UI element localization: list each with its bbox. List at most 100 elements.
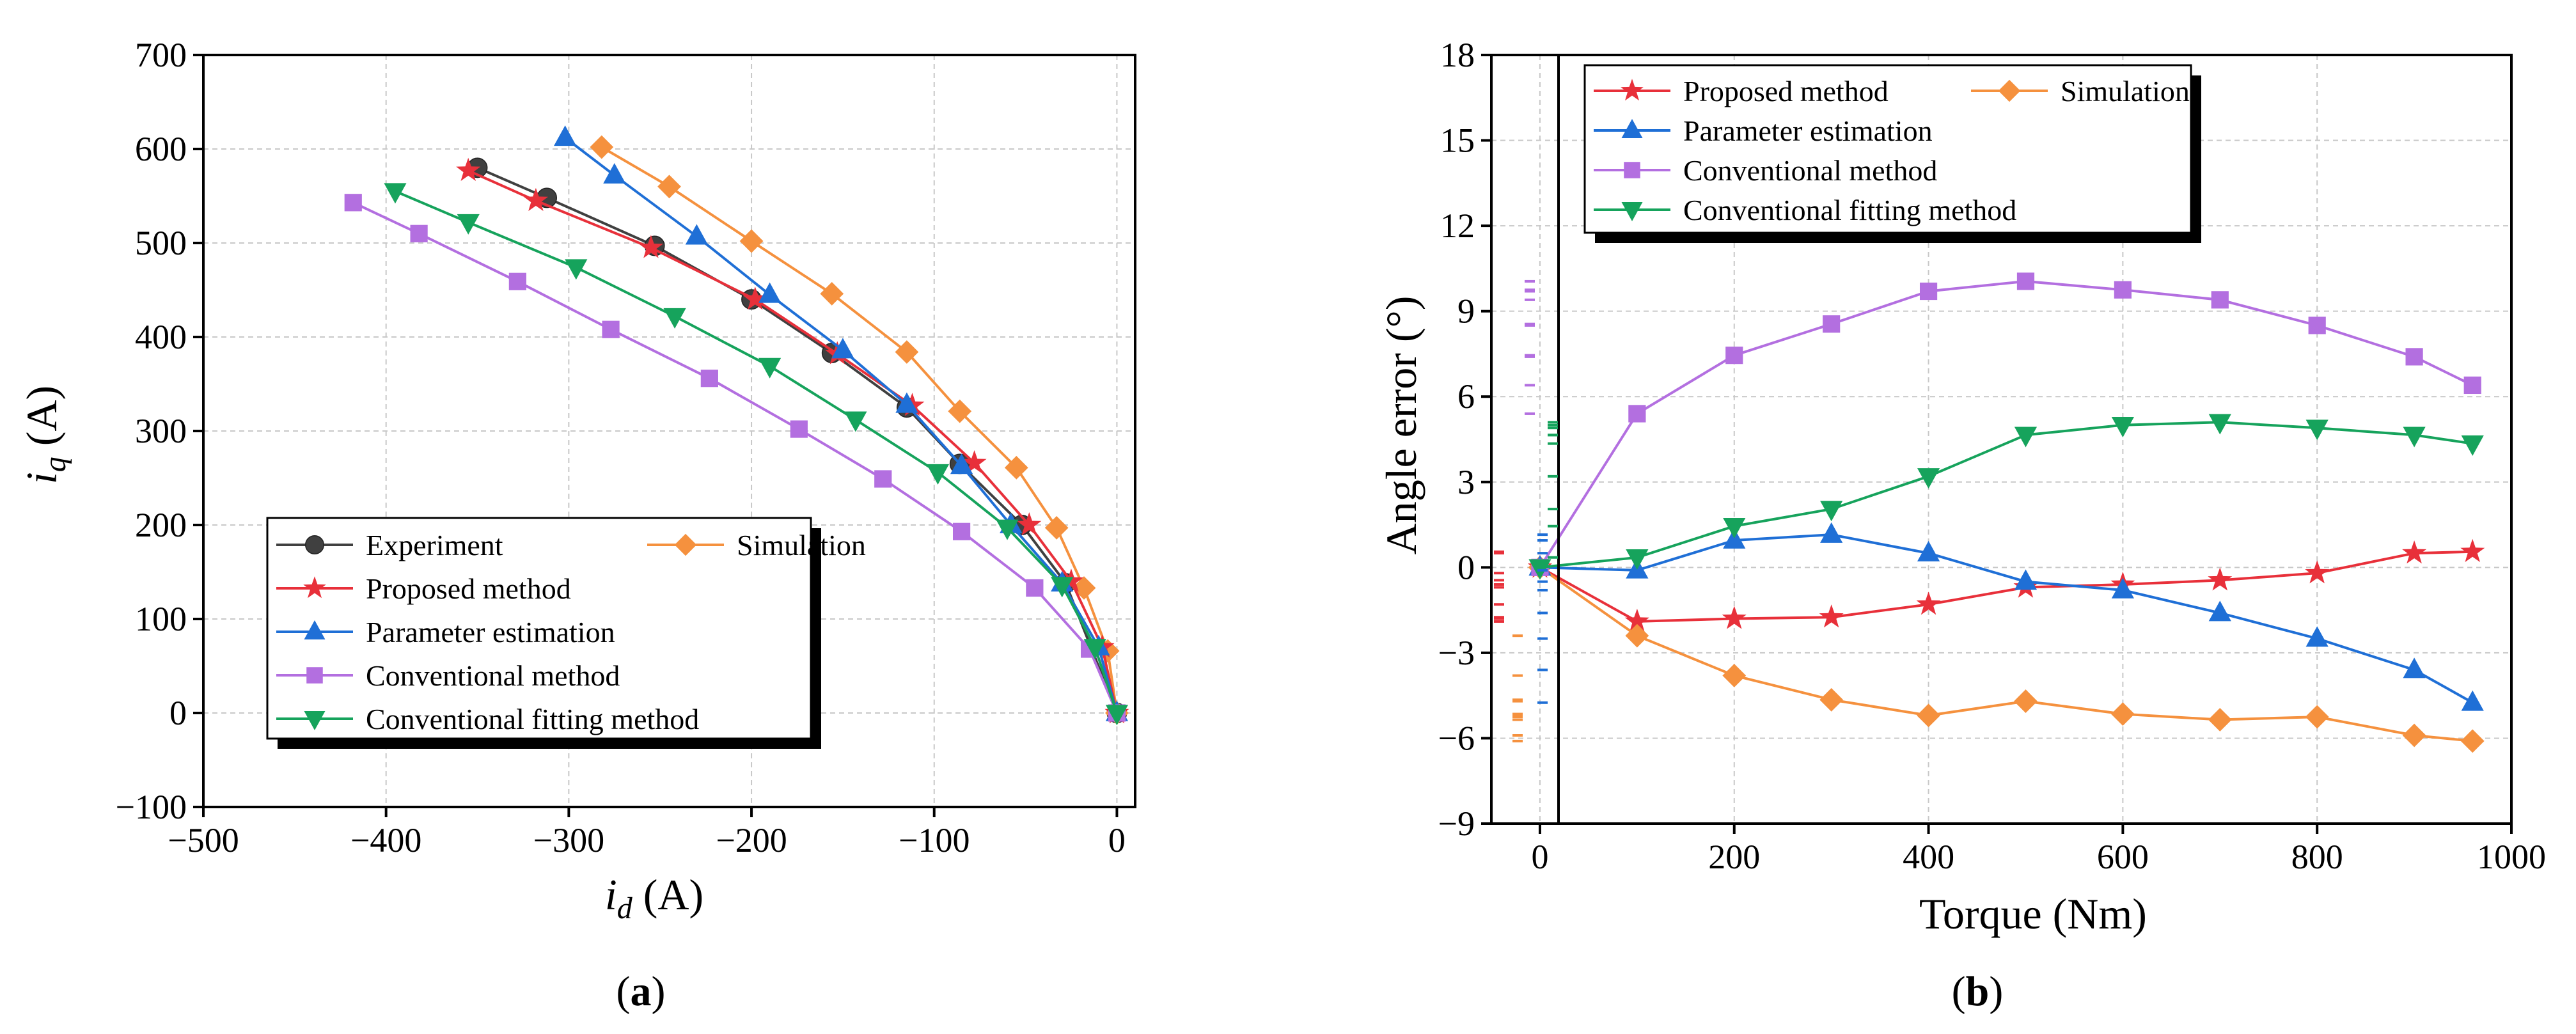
series-conventional-method: [344, 194, 1126, 722]
data-point-conventional-method: [700, 370, 718, 388]
data-point-conventional-method: [410, 224, 428, 242]
data-point-parameter-estimation: [2305, 626, 2329, 647]
data-point-parameter-estimation: [2403, 657, 2426, 678]
panel-b-frame: [1490, 54, 2513, 825]
x-tick-label: 200: [1708, 838, 1760, 876]
data-point-conventional-fitting-method: [2111, 416, 2134, 437]
y-tick-label: 18: [1440, 36, 1475, 74]
data-point-simulation: [2305, 705, 2329, 729]
data-point-parameter-estimation: [685, 224, 708, 245]
data-point-parameter-estimation: [2111, 577, 2134, 599]
legend-item-proposed-method: Proposed method: [276, 572, 571, 605]
data-point-conventional-fitting-method: [926, 464, 950, 485]
legend-box: [1583, 64, 2192, 234]
x-tick-label: 0: [1108, 821, 1126, 859]
data-point-proposed-method: [1624, 608, 1649, 632]
data-point-proposed-method: [2208, 567, 2233, 591]
legend-item-parameter-estimation: Parameter estimation: [276, 616, 615, 648]
panel-a-series: [344, 125, 1129, 726]
data-point-simulation: [1722, 664, 1747, 687]
data-point-parameter-estimation: [2014, 569, 2038, 590]
series-parameter-estimation: [554, 125, 1129, 721]
legend-item-conventional-fitting-method: Conventional fitting method: [1594, 194, 2016, 226]
y-tick-label: 100: [135, 600, 187, 638]
legend-item-parameter-estimation: Parameter estimation: [1594, 114, 1933, 147]
data-point-simulation: [657, 175, 681, 199]
data-point-proposed-method: [2460, 538, 2485, 562]
data-point-conventional-fitting-method: [1051, 577, 1074, 598]
panel-b: 0 200 400 600 800 1000 −9 −6 −3 0 3 6 9 12 15 18 Torque…: [1377, 36, 2546, 1015]
x-tick-label: −400: [350, 821, 421, 859]
data-point-conventional-fitting-method: [1626, 549, 1649, 570]
panel-a-y-axis-title-symbol: i: [17, 472, 66, 484]
legend-box: [266, 517, 812, 740]
series-proposed-method: [1527, 538, 2485, 632]
x-tick-label: −300: [533, 821, 604, 859]
legend-item-simulation: Simulation: [647, 529, 866, 561]
data-point-conventional-method: [1823, 315, 1841, 333]
legend-item-simulation: Simulation: [1971, 75, 2190, 107]
legend-marker-conventional-fitting-method: [1621, 202, 1643, 221]
legend-item-conventional-method: Conventional method: [276, 659, 620, 692]
data-point-conventional-fitting-method: [2014, 427, 2038, 448]
data-point-conventional-method: [874, 470, 892, 488]
y-tick-label: 200: [135, 506, 187, 544]
data-point-proposed-method: [523, 187, 548, 211]
x-tick-label: 800: [2291, 838, 2343, 876]
legend-item-experiment: Experiment: [276, 529, 503, 561]
data-point-conventional-fitting-method: [1083, 639, 1106, 660]
data-point-proposed-method: [1916, 591, 1941, 615]
panel-a-x-axis-title-unit: (A): [632, 870, 703, 919]
y-tick-label: 9: [1457, 292, 1475, 331]
legend-marker-simulation: [674, 533, 697, 556]
data-point-conventional-method: [1628, 405, 1646, 423]
data-point-simulation: [1044, 516, 1069, 540]
data-point-conventional-method: [2405, 348, 2423, 366]
y-tick-label: 0: [169, 694, 187, 732]
legend-label-conventional-fitting-method: Conventional fitting method: [1683, 194, 2016, 226]
data-point-conventional-fitting-method: [1723, 517, 1746, 538]
data-point-parameter-estimation: [895, 392, 918, 413]
data-point-conventional-method: [1919, 282, 1938, 301]
data-point-simulation: [1625, 623, 1649, 648]
data-point-proposed-method: [2402, 540, 2427, 564]
panel-a: −500 −400 −300 −200 −100 0 −100 0 100 200 300 400 50…: [17, 36, 1136, 1015]
legend-marker-conventional-method: [1624, 162, 1640, 178]
data-point-simulation: [1917, 703, 1940, 728]
y-tick-label: −6: [1438, 719, 1475, 757]
data-point-proposed-method: [1017, 512, 1042, 536]
data-point-conventional-fitting-method: [2461, 435, 2484, 456]
panel-a-ticks: −500 −400 −300 −200 −100 0 −100 0 100 200 300 400 50…: [116, 36, 1126, 859]
legend-marker-proposed-method: [303, 576, 326, 599]
y-tick-label: 500: [135, 224, 187, 262]
data-point-parameter-estimation: [1820, 522, 1843, 543]
panel-b-series: [1527, 272, 2485, 753]
data-point-parameter-estimation: [2461, 690, 2484, 711]
y-tick-label: −9: [1438, 804, 1475, 843]
data-point-conventional-fitting-method: [663, 308, 686, 329]
data-point-simulation: [739, 229, 764, 253]
data-point-conventional-method: [1026, 579, 1044, 597]
x-tick-label: 1000: [2477, 838, 2546, 876]
data-point-conventional-fitting-method: [2208, 414, 2231, 435]
data-point-simulation: [2014, 689, 2038, 713]
x-tick-label: 0: [1531, 838, 1548, 876]
legend-item-conventional-fitting-method: Conventional fitting method: [276, 703, 699, 735]
panel-a-x-axis-title-subscript: d: [617, 891, 633, 925]
data-point-simulation: [2208, 708, 2232, 732]
data-point-conventional-method: [790, 420, 808, 438]
y-tick-label: 6: [1457, 377, 1475, 416]
legend-marker-experiment: [305, 535, 324, 554]
data-point-simulation: [948, 399, 972, 423]
panel-a-x-axis-title: id (A): [605, 870, 703, 925]
data-point-proposed-method: [742, 286, 767, 310]
data-point-conventional-method: [508, 272, 526, 290]
y-tick-label: 12: [1440, 207, 1475, 245]
data-point-parameter-estimation: [2208, 600, 2231, 622]
legend-marker-parameter-estimation: [304, 620, 326, 639]
data-point-conventional-method: [2016, 272, 2035, 290]
data-point-parameter-estimation: [554, 125, 577, 146]
data-point-conventional-fitting-method: [2403, 427, 2426, 448]
legend-item-conventional-method: Conventional method: [1594, 154, 1937, 187]
